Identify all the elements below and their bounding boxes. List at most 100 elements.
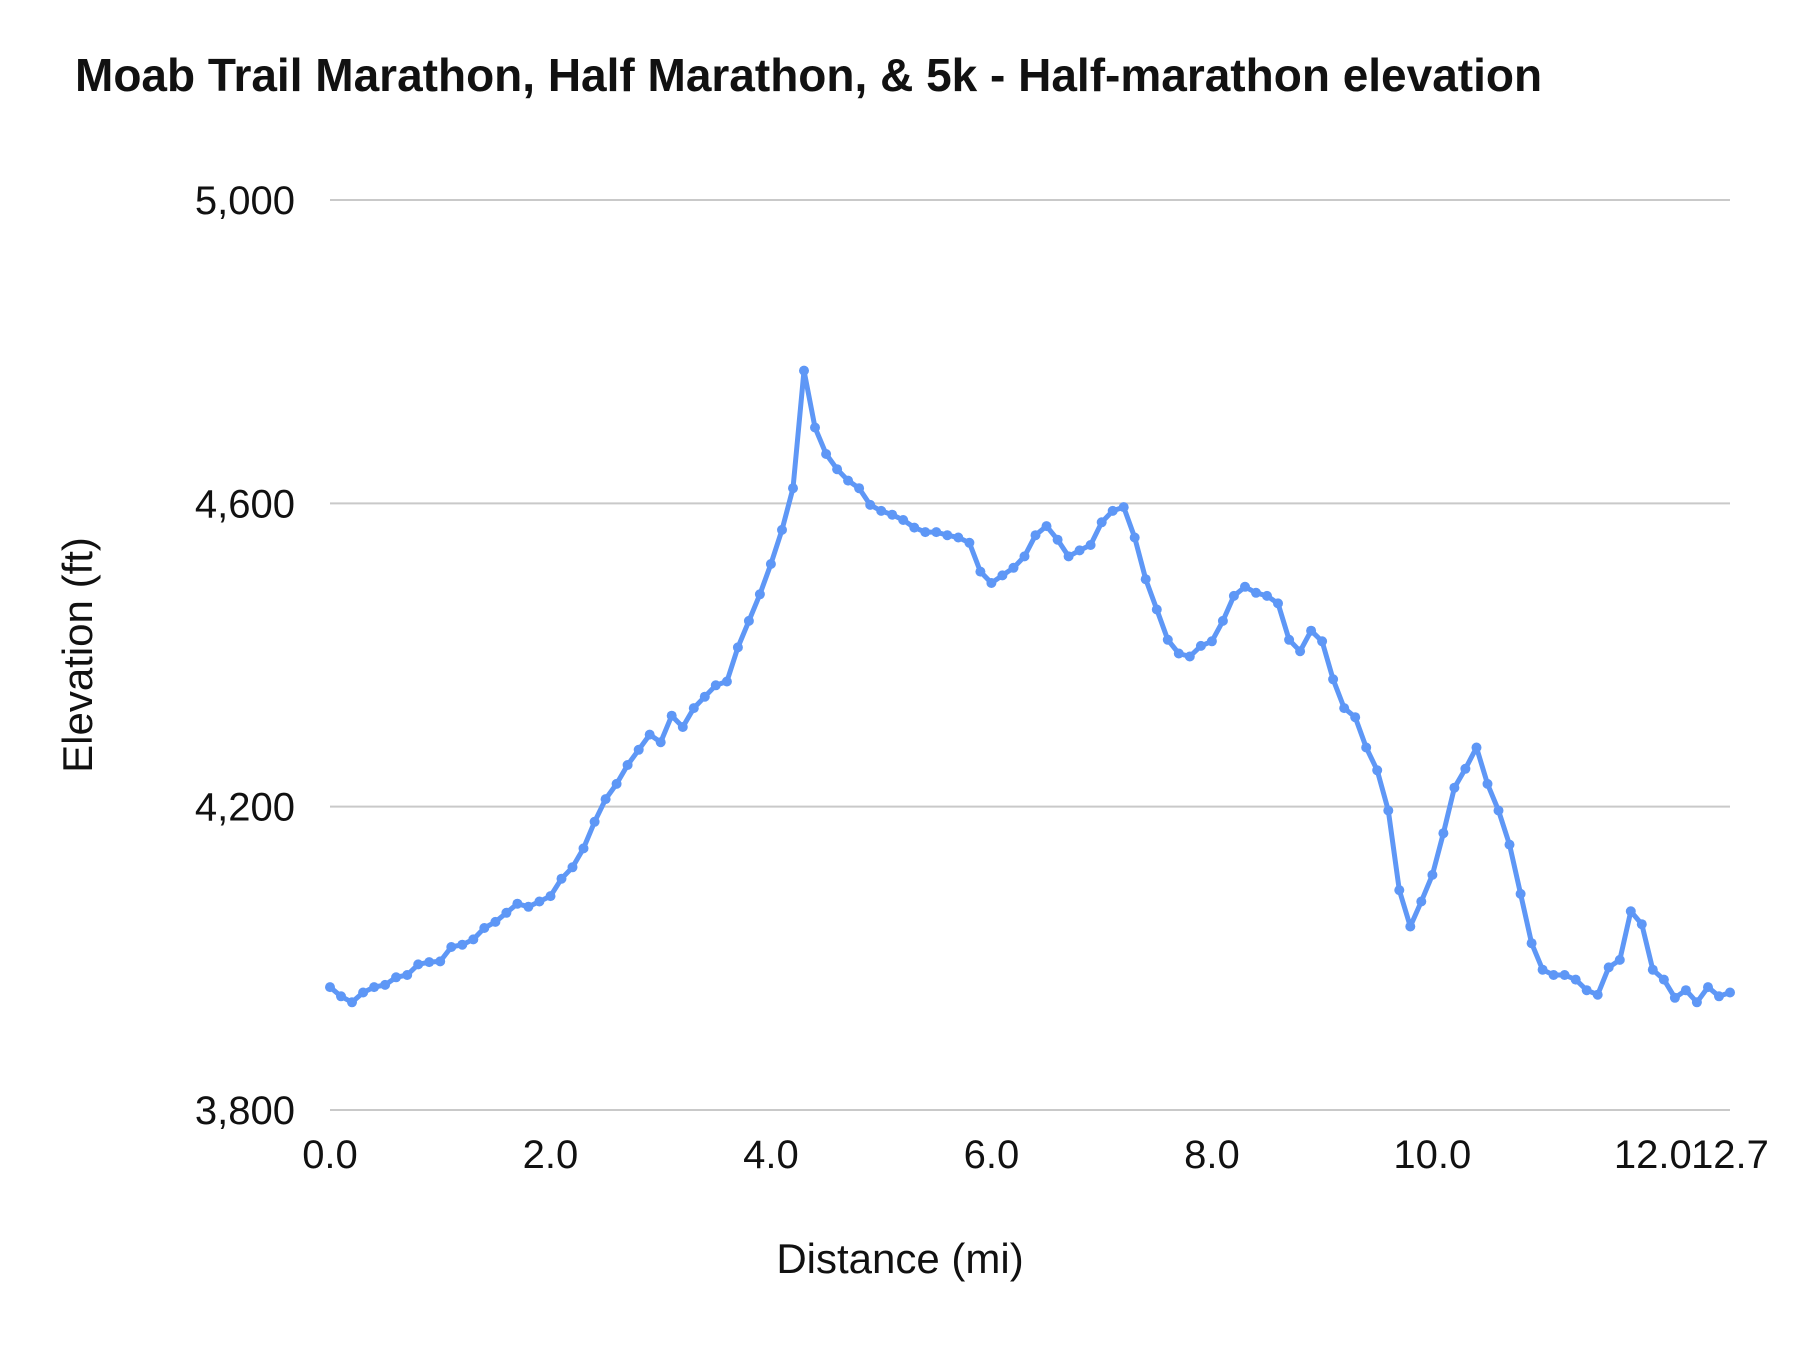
data-point-marker [909,522,920,533]
data-point-marker [1449,782,1460,793]
data-point-marker [1482,778,1493,789]
data-point-marker [1471,742,1482,753]
data-point-marker [699,691,710,702]
elevation-line [327,368,1733,1005]
data-point-marker [1658,974,1669,985]
data-point-marker [876,505,887,516]
data-point-marker [898,515,909,525]
data-point-marker [1063,551,1074,562]
data-point-marker [1647,964,1658,975]
data-point-marker [1603,962,1614,973]
data-point-marker [1052,534,1063,545]
y-tick-label: 3,800 [195,1089,295,1133]
data-point-marker [457,939,468,950]
data-point-marker [997,570,1008,581]
data-point-marker [964,537,975,548]
data-point-marker [1019,551,1030,562]
data-point-marker [1350,712,1361,723]
data-point-marker [1041,521,1052,532]
data-point-marker [589,816,600,827]
data-point-marker [325,982,335,993]
x-tick-label: 6.0 [964,1133,1020,1177]
data-point-marker [413,959,424,970]
data-point-marker [788,483,798,494]
data-point-marker [490,916,501,927]
x-tick-label: 2.0 [523,1133,579,1177]
data-point-marker [1328,674,1339,685]
data-point-marker [1405,921,1416,932]
data-point-marker [666,710,677,721]
data-point-marker [1273,598,1283,609]
data-point-marker [1228,590,1239,601]
x-tick-label: 12.0 [1614,1133,1692,1177]
data-point-marker [1625,906,1636,917]
data-point-marker [1284,634,1295,645]
data-point-marker [1262,590,1272,601]
data-point-marker [578,843,589,854]
data-point-marker [1195,640,1206,651]
y-tick-label: 4,600 [195,482,295,526]
data-point-marker [1251,587,1261,598]
data-point-marker [1548,970,1559,980]
data-point-marker [821,449,832,459]
data-point-marker [721,676,732,687]
data-point-marker [1206,636,1217,647]
data-point-marker [843,475,854,486]
data-point-marker [1581,985,1592,996]
data-point-marker [1140,574,1151,585]
data-point-marker [644,729,655,740]
data-point-marker [347,997,357,1008]
data-point-marker [1714,991,1724,1002]
data-point-marker [1460,763,1471,774]
data-point-marker [832,464,843,475]
data-point-marker [501,907,512,918]
data-point-marker [920,527,931,538]
data-point-marker [1526,938,1537,949]
x-tick-label: 8.0 [1184,1133,1240,1177]
data-point-marker [567,862,578,873]
data-point-marker [799,365,809,376]
data-point-marker [1394,885,1405,896]
data-point-marker [1151,604,1162,615]
data-point-marker [1240,581,1250,592]
data-point-marker [446,942,457,952]
data-point-marker [534,896,545,907]
data-point-marker [1592,989,1603,1000]
data-point-marker [545,891,556,902]
data-point-marker [754,589,765,600]
x-tick-label: 0.0 [302,1133,358,1177]
data-point-marker [865,499,876,510]
y-tick-label: 4,200 [195,786,295,830]
data-point-marker [777,524,787,535]
y-tick-label: 5,000 [195,179,295,223]
data-point-marker [975,566,986,577]
data-point-marker [611,778,622,789]
data-point-marker [1107,505,1118,516]
data-point-marker [523,901,534,912]
data-point-marker [1074,545,1085,556]
data-point-marker [1118,502,1129,513]
data-point-marker [1096,517,1107,528]
data-point-marker [1295,646,1306,657]
data-point-marker [1030,530,1041,541]
x-tick-label: 12.7 [1691,1133,1769,1177]
data-point-marker [435,956,446,967]
data-point-marker [1085,540,1096,550]
data-point-marker [1416,896,1427,907]
data-point-marker [1339,703,1350,714]
data-point-marker [1703,982,1713,993]
data-point-marker [1636,919,1647,930]
data-point-marker [336,991,346,1002]
data-point-marker [1162,634,1173,645]
x-tick-label: 10.0 [1393,1133,1471,1177]
data-point-marker [743,615,754,626]
data-point-marker [1725,987,1735,998]
data-point-marker [1614,954,1625,965]
data-point-marker [1559,970,1570,980]
data-point-marker [810,422,820,433]
data-point-marker [887,509,898,520]
data-point-marker [986,578,997,588]
data-point-marker [1372,765,1383,776]
